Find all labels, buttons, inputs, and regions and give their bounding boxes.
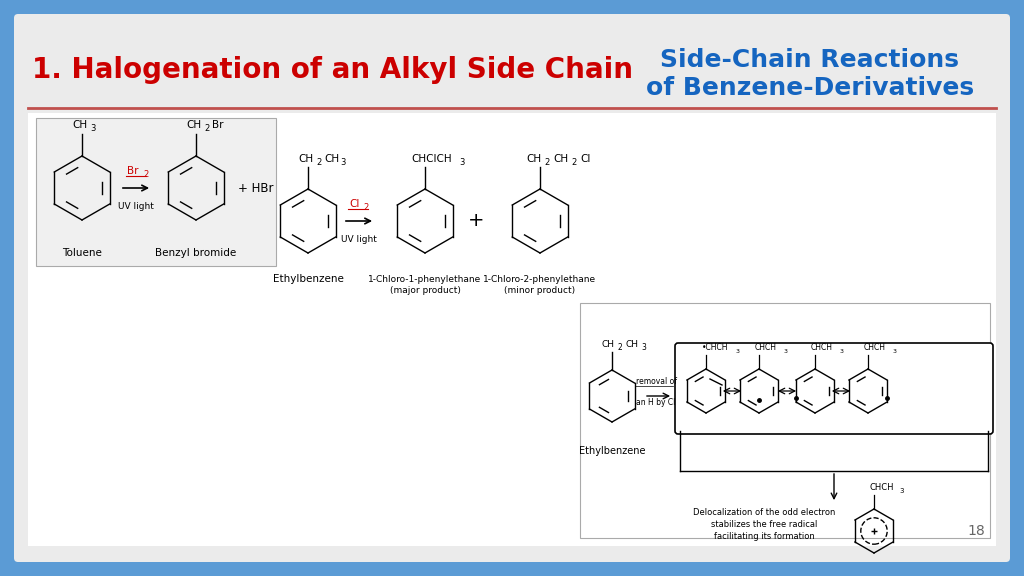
Text: 1-Chloro-2-phenylethane: 1-Chloro-2-phenylethane <box>483 275 597 284</box>
Text: UV light: UV light <box>341 235 377 244</box>
Text: 3: 3 <box>459 158 464 167</box>
Text: 2: 2 <box>571 158 577 167</box>
Text: 1. Halogenation of an Alkyl Side Chain: 1. Halogenation of an Alkyl Side Chain <box>32 56 633 84</box>
Text: facilitating its formation: facilitating its formation <box>714 532 814 541</box>
Text: 3: 3 <box>899 488 903 494</box>
Text: 2: 2 <box>316 158 322 167</box>
Text: CHCH: CHCH <box>811 343 833 352</box>
Text: 3: 3 <box>840 349 844 354</box>
Text: an H by Cl: an H by Cl <box>636 398 676 407</box>
Text: (major product): (major product) <box>389 286 461 295</box>
Text: Br: Br <box>127 166 138 176</box>
Text: Toluene: Toluene <box>62 248 102 258</box>
FancyBboxPatch shape <box>14 14 1010 562</box>
Text: 3: 3 <box>736 349 740 354</box>
FancyBboxPatch shape <box>675 343 993 434</box>
Text: Side-Chain Reactions: Side-Chain Reactions <box>660 48 959 72</box>
Text: 3: 3 <box>784 349 788 354</box>
Text: Br: Br <box>212 120 223 130</box>
Text: CHCH: CHCH <box>870 483 895 492</box>
Text: (minor product): (minor product) <box>505 286 575 295</box>
Text: Ethylbenzene: Ethylbenzene <box>272 274 343 284</box>
Text: •CHCH: •CHCH <box>702 343 728 352</box>
Bar <box>580 303 990 538</box>
Bar <box>36 118 276 266</box>
Text: 2: 2 <box>362 203 369 212</box>
Text: +: + <box>468 211 484 230</box>
Text: 3: 3 <box>340 158 345 167</box>
Text: CH: CH <box>602 340 615 349</box>
Text: Ethylbenzene: Ethylbenzene <box>579 446 645 456</box>
Text: CH: CH <box>186 120 201 130</box>
Text: CH: CH <box>324 154 339 164</box>
Text: CH: CH <box>626 340 639 349</box>
Text: Cl: Cl <box>580 154 591 164</box>
Text: CH: CH <box>526 154 541 164</box>
Text: Delocalization of the odd electron: Delocalization of the odd electron <box>693 508 836 517</box>
Text: 18: 18 <box>968 524 985 538</box>
Text: 2: 2 <box>544 158 549 167</box>
Text: 3: 3 <box>893 349 897 354</box>
Text: CHCH: CHCH <box>864 343 886 352</box>
Text: CH: CH <box>298 154 313 164</box>
Text: CHClCH: CHClCH <box>411 154 452 164</box>
Text: CH: CH <box>553 154 568 164</box>
Text: removal of: removal of <box>636 377 677 386</box>
Text: 2: 2 <box>618 343 623 352</box>
Text: 2: 2 <box>204 124 209 133</box>
Text: stabilizes the free radical: stabilizes the free radical <box>711 520 817 529</box>
Bar <box>28 113 996 546</box>
Text: Benzyl bromide: Benzyl bromide <box>156 248 237 258</box>
Text: 3: 3 <box>90 124 95 133</box>
Text: UV light: UV light <box>118 202 154 211</box>
Text: CH: CH <box>72 120 87 130</box>
Text: 2: 2 <box>143 170 148 179</box>
Text: 3: 3 <box>641 343 646 352</box>
Text: Cl: Cl <box>349 199 359 209</box>
Text: CHCH: CHCH <box>755 343 777 352</box>
Text: + HBr: + HBr <box>238 181 273 195</box>
Text: of Benzene-Derivatives: of Benzene-Derivatives <box>646 76 974 100</box>
Text: 1-Chloro-1-phenylethane: 1-Chloro-1-phenylethane <box>369 275 481 284</box>
